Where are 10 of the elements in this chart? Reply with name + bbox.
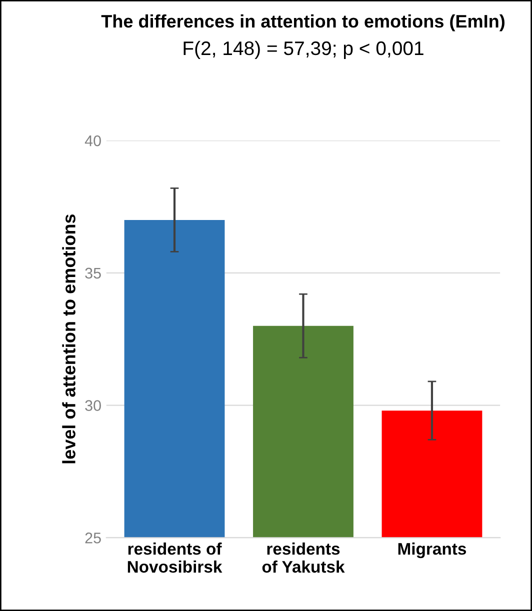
y-tick-label: 25: [85, 532, 101, 544]
x-tick-label: Migrants: [398, 542, 466, 558]
chart-title: The differences in attention to emotions (EmIn): [101, 14, 504, 32]
y-axis-title: level of attention to emotions: [62, 214, 76, 464]
y-tick-label: 35: [85, 268, 101, 279]
chart-subtitle: F(2, 148) = 57,39; p < 0,001: [184, 40, 424, 60]
y-tick-label: 40: [84, 135, 101, 146]
x-tick-label: residents of Novosibirsk: [128, 542, 222, 573]
y-tick-label: 30: [85, 400, 101, 411]
x-tick-label: residents of Yakutsk: [262, 542, 345, 573]
